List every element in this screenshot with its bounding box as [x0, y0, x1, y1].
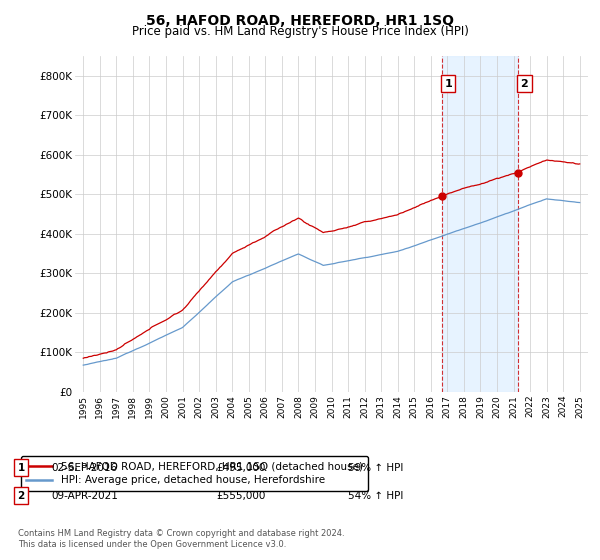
Text: 2: 2: [17, 491, 25, 501]
Text: 2: 2: [520, 78, 528, 88]
Text: 1: 1: [445, 78, 452, 88]
Text: Contains HM Land Registry data © Crown copyright and database right 2024.
This d: Contains HM Land Registry data © Crown c…: [18, 529, 344, 549]
Legend: 56, HAFOD ROAD, HEREFORD, HR1 1SQ (detached house), HPI: Average price, detached: 56, HAFOD ROAD, HEREFORD, HR1 1SQ (detac…: [21, 456, 368, 491]
Text: 09-APR-2021: 09-APR-2021: [51, 491, 118, 501]
Text: 56, HAFOD ROAD, HEREFORD, HR1 1SQ: 56, HAFOD ROAD, HEREFORD, HR1 1SQ: [146, 14, 454, 28]
Text: £495,000: £495,000: [216, 463, 265, 473]
Text: 02-SEP-2016: 02-SEP-2016: [51, 463, 117, 473]
Bar: [442, 56, 518, 392]
Text: 59% ↑ HPI: 59% ↑ HPI: [348, 463, 403, 473]
Text: Price paid vs. HM Land Registry's House Price Index (HPI): Price paid vs. HM Land Registry's House …: [131, 25, 469, 38]
Text: 54% ↑ HPI: 54% ↑ HPI: [348, 491, 403, 501]
Text: 1: 1: [17, 463, 25, 473]
Text: £555,000: £555,000: [216, 491, 265, 501]
